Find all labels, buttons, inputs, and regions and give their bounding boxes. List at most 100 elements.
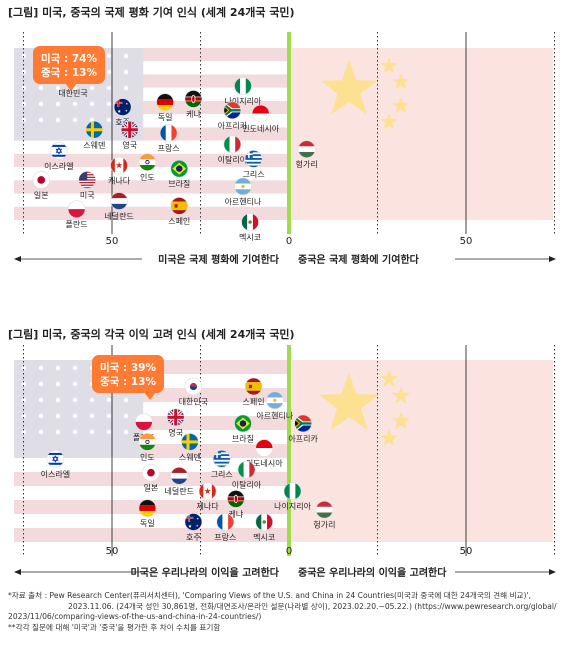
data-label: 인도네시아 bbox=[242, 124, 279, 134]
data-label: 네덜란드 bbox=[104, 211, 133, 221]
data-point-gb: 영국 bbox=[120, 120, 139, 150]
data-point-pl: 폴란드 bbox=[66, 200, 88, 229]
data-point-il: 이스라엘 bbox=[44, 142, 74, 171]
data-point-id: 인도네시아 bbox=[242, 104, 280, 134]
data-point-it: 이탈리아 bbox=[232, 460, 262, 490]
data-label: 멕시코 bbox=[239, 232, 261, 242]
data-point-il: 이스라엘 bbox=[41, 450, 70, 479]
right-arrow-label: 중국은 국제 평화에 기여한다 bbox=[298, 253, 420, 266]
data-label: 영국 bbox=[122, 140, 137, 150]
data-label: 인도 bbox=[140, 172, 155, 182]
data-point-za: 아프리카 bbox=[218, 101, 248, 130]
data-point-ar: 아르헨티나 bbox=[225, 177, 262, 206]
left-arrow-head bbox=[14, 569, 21, 575]
callout-line-2: 중국 : 13% bbox=[100, 376, 156, 388]
data-point-nl: 네덜란드 bbox=[104, 192, 134, 221]
data-point-fr: 프랑스 bbox=[158, 124, 180, 153]
tick-label: 50 bbox=[106, 546, 119, 557]
tick-label: 50 bbox=[106, 236, 119, 247]
callout-line-2: 중국 : 13% bbox=[41, 67, 97, 79]
data-label: 아르헨티나 bbox=[225, 196, 262, 206]
data-label: 독일 bbox=[158, 113, 173, 122]
data-point-ke: 케냐 bbox=[184, 90, 203, 119]
data-label: 대한민국 bbox=[58, 88, 87, 98]
data-label: 헝가리 bbox=[313, 521, 335, 530]
data-point-ar: 아르헨티나 bbox=[256, 391, 294, 420]
data-label: 제나다 bbox=[197, 502, 220, 511]
data-label: 브라질 bbox=[168, 180, 190, 189]
callout-bubble: 미국 : 39% 중국 : 13% bbox=[92, 355, 164, 400]
right-arrow-label: 중국은 우리나라의 이익을 고려한다 bbox=[298, 566, 447, 579]
callout-bubble: 미국 : 74% 중국 : 13% bbox=[33, 46, 105, 91]
tick-label: 50 bbox=[460, 546, 473, 557]
data-point-ng: 나이지리아 bbox=[274, 482, 312, 511]
data-point-ca: 캐나다 bbox=[108, 156, 131, 185]
data-point-gb: 영국 bbox=[166, 408, 185, 437]
data-label: 프랑스 bbox=[214, 532, 236, 542]
data-label: 아르헨티나 bbox=[256, 410, 293, 420]
data-label: 케냐 bbox=[186, 109, 201, 119]
data-label: 미국 bbox=[80, 191, 95, 200]
data-label: 독일 bbox=[140, 519, 155, 528]
data-label: 일본 bbox=[34, 191, 49, 200]
data-label: 멕시코 bbox=[253, 532, 275, 542]
data-label: 이탈리아 bbox=[232, 480, 262, 490]
china-flag-background bbox=[289, 360, 553, 542]
data-point-it: 이탈리아 bbox=[218, 135, 248, 164]
data-point-br: 브라질 bbox=[232, 414, 254, 443]
right-arrow-head bbox=[549, 569, 556, 575]
data-label: 인도 bbox=[140, 452, 155, 462]
data-label: 대한민국 bbox=[179, 396, 208, 406]
data-point-in: 인도 bbox=[138, 433, 157, 462]
left-arrow-head bbox=[14, 256, 21, 262]
data-point-gr: 그리스 bbox=[243, 150, 265, 179]
left-arrow-label: 미국은 국제 평화에 기여한다 bbox=[158, 253, 280, 266]
data-label: 이스라엘 bbox=[41, 469, 70, 479]
data-label: 폴란드 bbox=[66, 219, 88, 229]
data-point-jp: 일본 bbox=[32, 171, 51, 200]
footnotes: *자료 출처 : Pew Research Center(퓨리서치센터), 'C… bbox=[8, 591, 564, 633]
data-point-za: 아프리카 bbox=[288, 414, 319, 443]
data-label: 스페인 bbox=[168, 216, 190, 226]
data-point-ng: 나이지리아 bbox=[225, 77, 262, 106]
chart-title-peace: [그림] 미국, 중국의 국제 평화 기여 인식 (세계 24개국 국민) bbox=[8, 6, 295, 19]
data-label: 호주 bbox=[186, 533, 201, 542]
data-label: 나이지리아 bbox=[225, 96, 262, 106]
data-point-jp: 일본 bbox=[142, 463, 160, 493]
data-label: 그리스 bbox=[211, 470, 233, 479]
data-point-hu: 헝가리 bbox=[296, 140, 318, 169]
data-label: 프랑스 bbox=[158, 143, 180, 153]
data-label: 캐나다 bbox=[108, 176, 131, 185]
chart-interest: 50 0 50 미국은 우리나라의 이익을 고려한다 중국은 우리나라의 이익을 고려한… bbox=[14, 345, 556, 579]
tick-label: 0 bbox=[286, 236, 292, 247]
data-point-de: 독일 bbox=[138, 499, 157, 528]
data-label: 그리스 bbox=[243, 170, 265, 179]
data-point-es: 스페인 bbox=[168, 197, 190, 226]
data-point-id: 인도네시아 bbox=[246, 439, 283, 468]
callout-line-1: 미국 : 74% bbox=[41, 52, 97, 65]
data-point-au: 호주 bbox=[113, 98, 132, 127]
data-label: 스웨덴 bbox=[83, 140, 105, 150]
data-label: 나이지리아 bbox=[274, 501, 311, 511]
data-label: 스웨덴 bbox=[179, 452, 201, 462]
footnote-line-4: **각각 질문에 대해 '미국'과 '중국'을 평가한 후 차이 수치를 표기함 bbox=[8, 622, 221, 632]
data-point-se: 스웨덴 bbox=[179, 433, 201, 462]
data-label: 스페인 bbox=[243, 396, 265, 406]
data-point-de: 독일 bbox=[156, 93, 174, 122]
data-label: 호주 bbox=[115, 118, 130, 127]
footnote-line-2: 2023.11.06. (24개국 성인 30,861명, 전화/대면조사/온라… bbox=[68, 601, 557, 611]
tick-label: 0 bbox=[286, 546, 292, 557]
data-point-kr: 대한민국 bbox=[179, 377, 208, 406]
right-arrow-head bbox=[549, 256, 556, 262]
tick-label: 50 bbox=[460, 236, 473, 247]
data-point-au: 호주 bbox=[184, 513, 203, 542]
data-point-gr: 그리스 bbox=[211, 450, 233, 479]
data-point-mx: 멕시코 bbox=[253, 513, 275, 542]
data-point-ca: 제나다 bbox=[197, 482, 220, 511]
data-label: 인도네시아 bbox=[246, 458, 283, 468]
data-point-hu: 헝가리 bbox=[313, 500, 335, 530]
data-label: 아프리카 bbox=[288, 433, 318, 443]
data-label: 일본 bbox=[144, 484, 159, 493]
footnote-line-3: 2023/11/06/comparing-views-of-the-us-and… bbox=[8, 612, 262, 621]
